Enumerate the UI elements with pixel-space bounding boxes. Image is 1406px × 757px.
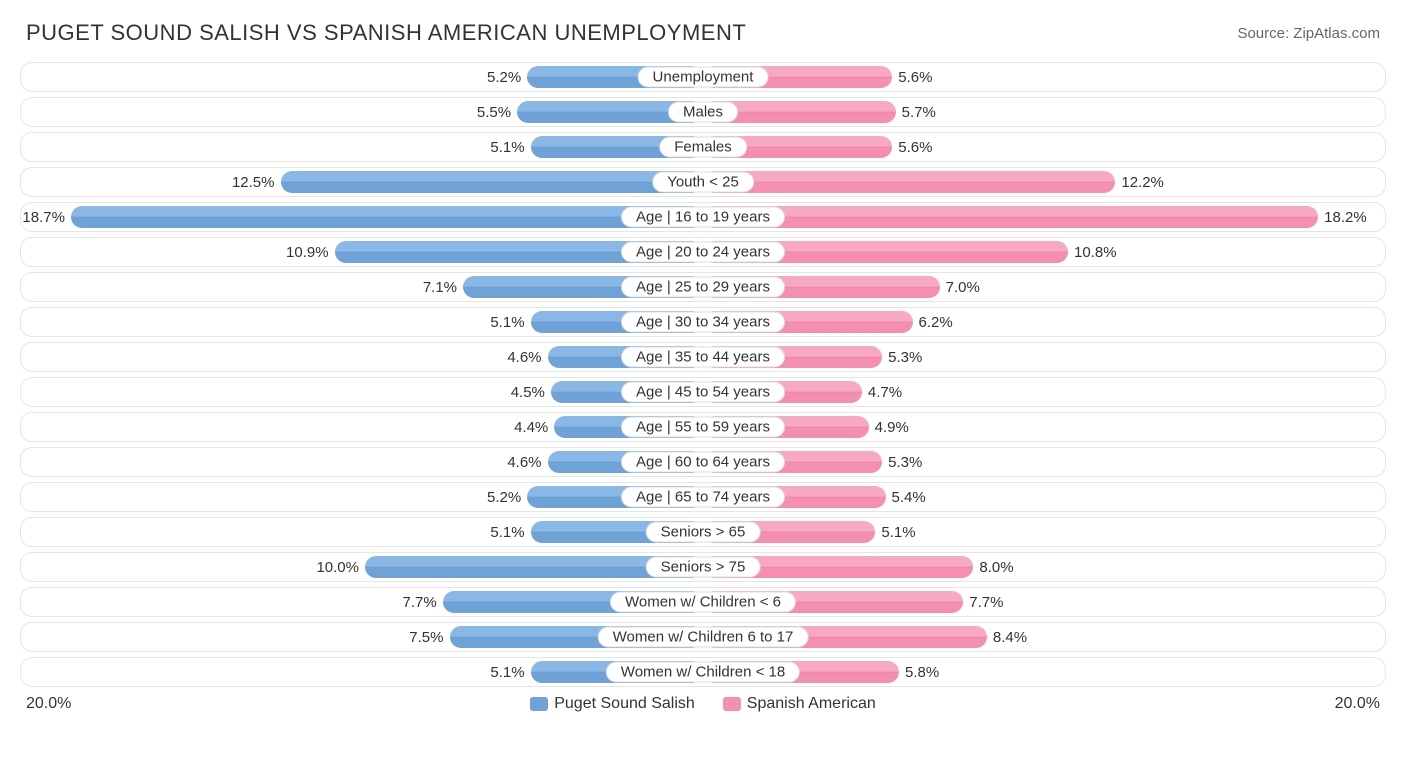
legend-label: Spanish American <box>747 695 876 713</box>
category-label: Women w/ Children < 6 <box>610 592 796 613</box>
bar-right-value: 7.0% <box>946 279 980 296</box>
bar-left-value: 12.5% <box>232 174 275 191</box>
bar-right: 12.2% <box>703 171 1115 193</box>
chart-row: 5.1% 5.8% Women w/ Children < 18 <box>20 657 1386 687</box>
chart-row: 5.1% 5.6% Females <box>20 132 1386 162</box>
legend-swatch-icon <box>723 697 741 711</box>
bar-right-value: 5.3% <box>888 454 922 471</box>
category-label: Females <box>659 137 747 158</box>
bar-right-value: 4.9% <box>875 419 909 436</box>
bar-left-value: 4.5% <box>511 384 545 401</box>
category-label: Age | 55 to 59 years <box>621 417 785 438</box>
bar-right-value: 8.0% <box>979 559 1013 576</box>
bar-right-value: 5.4% <box>892 489 926 506</box>
category-label: Age | 65 to 74 years <box>621 487 785 508</box>
bar-right-value: 5.3% <box>888 349 922 366</box>
bar-left-value: 7.1% <box>423 279 457 296</box>
bar-right-value: 5.1% <box>881 524 915 541</box>
chart-source: Source: ZipAtlas.com <box>1237 25 1380 42</box>
bar-right-value: 6.2% <box>919 314 953 331</box>
chart-row: 4.5% 4.7% Age | 45 to 54 years <box>20 377 1386 407</box>
chart-row: 7.1% 7.0% Age | 25 to 29 years <box>20 272 1386 302</box>
category-label: Seniors > 65 <box>646 522 761 543</box>
chart-row: 5.2% 5.4% Age | 65 to 74 years <box>20 482 1386 512</box>
category-label: Seniors > 75 <box>646 557 761 578</box>
bar-right-value: 5.6% <box>898 139 932 156</box>
chart-row: 18.7%18.2%Age | 16 to 19 years <box>20 202 1386 232</box>
category-label: Age | 45 to 54 years <box>621 382 785 403</box>
bar-left-value: 5.1% <box>490 139 524 156</box>
category-label: Males <box>668 102 738 123</box>
bar-right-value: 8.4% <box>993 629 1027 646</box>
bar-right-value: 10.8% <box>1074 244 1117 261</box>
bar-left-value: 4.6% <box>507 454 541 471</box>
bar-left-value: 5.1% <box>490 314 524 331</box>
bar-left: 18.7% <box>71 206 703 228</box>
bar-left-value: 4.6% <box>507 349 541 366</box>
bar-right: 18.2% <box>703 206 1318 228</box>
chart-row: 4.6% 5.3% Age | 60 to 64 years <box>20 447 1386 477</box>
category-label: Women w/ Children < 18 <box>606 662 800 683</box>
chart-row: 5.1% 6.2% Age | 30 to 34 years <box>20 307 1386 337</box>
chart-row: 4.4% 4.9% Age | 55 to 59 years <box>20 412 1386 442</box>
bar-left-value: 5.1% <box>490 664 524 681</box>
chart-row: 7.5% 8.4% Women w/ Children 6 to 17 <box>20 622 1386 652</box>
bar-right-value: 5.7% <box>902 104 936 121</box>
bar-right-value: 12.2% <box>1121 174 1164 191</box>
category-label: Age | 35 to 44 years <box>621 347 785 368</box>
bar-left-value: 7.5% <box>409 629 443 646</box>
bar-right-value: 5.6% <box>898 69 932 86</box>
bar-left-value: 5.1% <box>490 524 524 541</box>
chart-row: 10.9% 10.8% Age | 20 to 24 years <box>20 237 1386 267</box>
chart-footer: 20.0% Puget Sound Salish Spanish America… <box>20 695 1386 713</box>
chart-header: PUGET SOUND SALISH VS SPANISH AMERICAN U… <box>20 20 1386 46</box>
chart-row: 12.5%12.2%Youth < 25 <box>20 167 1386 197</box>
category-label: Youth < 25 <box>652 172 754 193</box>
bar-left-value: 4.4% <box>514 419 548 436</box>
category-label: Age | 25 to 29 years <box>621 277 785 298</box>
bar-left: 12.5% <box>281 171 704 193</box>
chart-row: 5.2% 5.6% Unemployment <box>20 62 1386 92</box>
legend-swatch-icon <box>530 697 548 711</box>
chart-row: 5.1% 5.1% Seniors > 65 <box>20 517 1386 547</box>
bar-right-value: 18.2% <box>1324 209 1367 226</box>
bar-left-value: 10.9% <box>286 244 329 261</box>
legend-item-right: Spanish American <box>723 695 876 713</box>
legend: Puget Sound Salish Spanish American <box>530 695 876 713</box>
axis-left-max: 20.0% <box>26 695 71 713</box>
chart-row: 4.6% 5.3% Age | 35 to 44 years <box>20 342 1386 372</box>
category-label: Unemployment <box>638 67 769 88</box>
chart-row: 7.7% 7.7% Women w/ Children < 6 <box>20 587 1386 617</box>
chart-row: 10.0% 8.0% Seniors > 75 <box>20 552 1386 582</box>
category-label: Age | 16 to 19 years <box>621 207 785 228</box>
bar-left-value: 5.2% <box>487 69 521 86</box>
legend-item-left: Puget Sound Salish <box>530 695 695 713</box>
bar-right-value: 5.8% <box>905 664 939 681</box>
chart-row: 5.5% 5.7% Males <box>20 97 1386 127</box>
category-label: Women w/ Children 6 to 17 <box>598 627 809 648</box>
bar-left-value: 10.0% <box>316 559 359 576</box>
category-label: Age | 60 to 64 years <box>621 452 785 473</box>
bar-left-value: 5.5% <box>477 104 511 121</box>
category-label: Age | 20 to 24 years <box>621 242 785 263</box>
bar-right-value: 4.7% <box>868 384 902 401</box>
bar-left-value: 7.7% <box>403 594 437 611</box>
diverging-bar-chart: 5.2% 5.6% Unemployment 5.5% 5.7% Males 5.1% 5.6… <box>20 62 1386 687</box>
bar-left-value: 18.7% <box>22 209 65 226</box>
bar-right-value: 7.7% <box>969 594 1003 611</box>
legend-label: Puget Sound Salish <box>554 695 695 713</box>
axis-right-max: 20.0% <box>1335 695 1380 713</box>
chart-title: PUGET SOUND SALISH VS SPANISH AMERICAN U… <box>26 20 746 46</box>
category-label: Age | 30 to 34 years <box>621 312 785 333</box>
bar-left-value: 5.2% <box>487 489 521 506</box>
